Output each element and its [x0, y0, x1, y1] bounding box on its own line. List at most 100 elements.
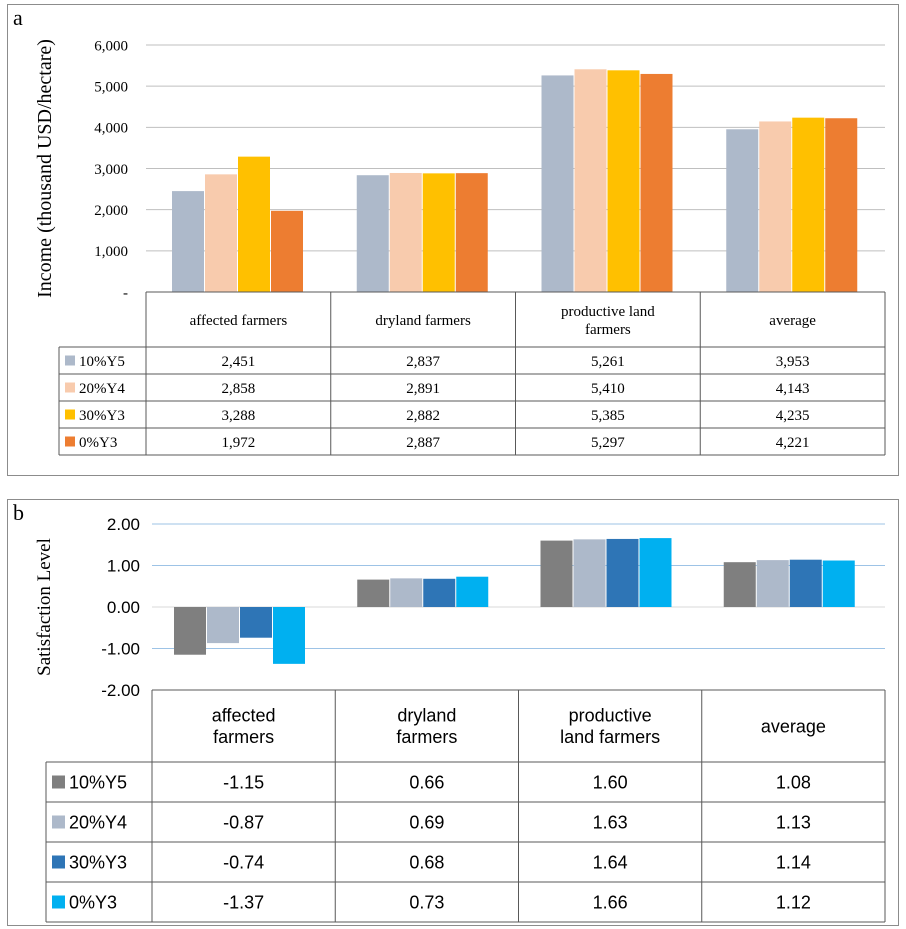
bar: [822, 560, 855, 607]
y-axis-label: Income (thousand USD/hectare): [34, 39, 56, 298]
data-value-label: 1.12: [776, 892, 811, 912]
data-value-label: 1.66: [593, 892, 628, 912]
bar: [573, 539, 606, 607]
y-tick-label: -1.00: [101, 639, 140, 658]
y-tick-label: 5,000: [94, 79, 128, 95]
legend-key: [52, 855, 65, 869]
data-value-label: 2,887: [406, 435, 440, 451]
legend-key: [65, 436, 75, 447]
bar: [606, 538, 639, 607]
bar: [389, 172, 422, 292]
bar: [205, 174, 237, 292]
data-value-label: -1.15: [223, 772, 264, 792]
data-value-label: 3,288: [222, 408, 256, 424]
data-value-label: 0.73: [409, 892, 444, 912]
bar: [540, 540, 573, 607]
bar: [541, 75, 574, 292]
data-value-label: 2,858: [222, 381, 256, 397]
category-label: farmers: [396, 727, 457, 747]
legend-label: 20%Y4: [79, 381, 125, 397]
y-tick-label: 2.00: [107, 515, 140, 534]
y-axis-label: Satisfaction Level: [34, 538, 55, 676]
y-tick-label: 3,000: [94, 162, 128, 178]
data-value-label: 2,882: [406, 408, 440, 424]
data-value-label: 1.63: [593, 812, 628, 832]
bar: [357, 579, 390, 607]
bar: [607, 70, 640, 292]
category-label: productive land: [561, 304, 655, 320]
category-label: productive: [569, 706, 652, 726]
data-value-label: 0.66: [409, 772, 444, 792]
category-label: dryland farmers: [375, 313, 471, 329]
bar: [240, 607, 272, 638]
bar: [456, 576, 489, 607]
data-value-label: 0.68: [409, 852, 444, 872]
category-label: land farmers: [560, 727, 660, 747]
y-tick-label: 1,000: [94, 244, 128, 260]
y-tick-label: -: [123, 285, 128, 301]
bar: [756, 560, 789, 607]
data-value-label: 5,261: [591, 354, 625, 370]
data-value-label: 0.69: [409, 812, 444, 832]
legend-key: [52, 895, 65, 909]
data-value-label: 1.60: [593, 772, 628, 792]
satisfaction-chart-panel: b -2.00 -1.00 0.00 1.00 2.00 affected farmers dr…: [7, 499, 899, 926]
category-label: farmers: [213, 727, 274, 747]
category-label: affected: [212, 706, 276, 726]
category-label: farmers: [585, 322, 631, 338]
data-value-label: 1,972: [222, 435, 256, 451]
bar: [639, 538, 672, 607]
legend-key: [52, 815, 65, 829]
bar: [356, 175, 389, 292]
y-tick-label: 1.00: [107, 556, 140, 575]
data-value-label: 5,385: [591, 408, 625, 424]
bar: [271, 210, 303, 292]
category-label: dryland: [397, 706, 456, 726]
panel-letter: a: [13, 5, 23, 30]
income-chart: a - 1,000 2,000 3,000 4,000 5,000 6,000 affected…: [13, 5, 886, 456]
data-value-label: 1.08: [776, 772, 811, 792]
bar: [640, 73, 673, 292]
bar: [238, 156, 270, 292]
bar: [273, 607, 305, 664]
legend-label: 0%Y3: [79, 435, 117, 451]
bar: [825, 118, 858, 292]
data-value-label: 5,410: [591, 381, 625, 397]
data-value-label: 4,235: [776, 408, 810, 424]
data-value-label: 1.13: [776, 812, 811, 832]
bar: [792, 117, 825, 292]
data-value-label: -0.87: [223, 812, 264, 832]
legend-key: [65, 355, 75, 366]
data-value-label: 5,297: [591, 435, 625, 451]
data-value-label: -0.74: [223, 852, 264, 872]
legend-label: 0%Y3: [69, 892, 117, 912]
legend-label: 20%Y4: [69, 812, 127, 832]
data-value-label: 3,953: [776, 354, 810, 370]
data-value-label: 2,837: [406, 354, 440, 370]
bar: [390, 578, 423, 607]
category-label: average: [761, 716, 826, 736]
bar: [759, 121, 792, 292]
category-label: affected farmers: [190, 313, 288, 329]
legend-label: 10%Y5: [79, 354, 125, 370]
data-value-label: -1.37: [223, 892, 264, 912]
bar: [422, 173, 455, 292]
data-value-label: 1.64: [593, 852, 628, 872]
data-value-label: 2,891: [406, 381, 440, 397]
data-value-label: 4,143: [776, 381, 810, 397]
data-value-label: 2,451: [222, 354, 256, 370]
legend-key: [52, 775, 65, 789]
legend-label: 30%Y3: [69, 852, 127, 872]
bar: [207, 607, 239, 644]
legend-key: [65, 382, 75, 393]
data-value-label: 4,221: [776, 435, 810, 451]
legend-key: [65, 409, 75, 420]
y-tick-label: 4,000: [94, 121, 128, 137]
panel-letter: b: [13, 500, 24, 525]
bar: [172, 191, 204, 292]
data-value-label: 1.14: [776, 852, 811, 872]
y-tick-label: 0.00: [107, 598, 140, 617]
y-tick-label: 2,000: [94, 203, 128, 219]
income-chart-panel: a - 1,000 2,000 3,000 4,000 5,000 6,000 affected…: [7, 4, 899, 476]
bar: [423, 578, 456, 607]
